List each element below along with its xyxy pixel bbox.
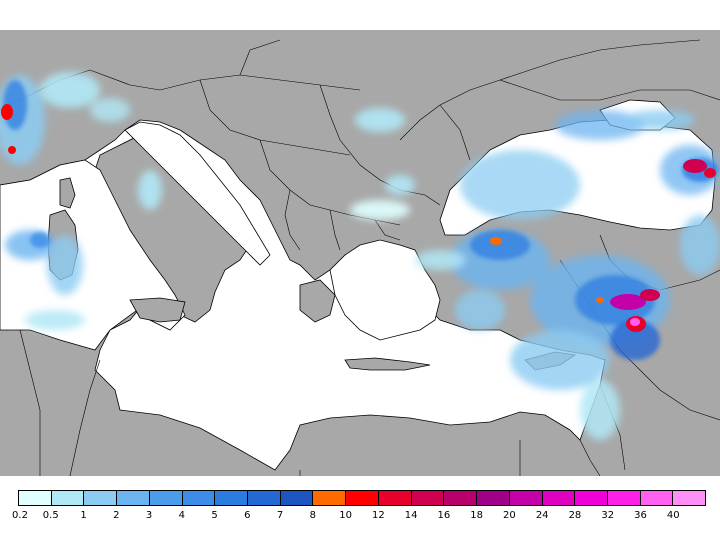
legend-tick-label: 14	[404, 510, 418, 521]
legend-tick-label: 32	[601, 510, 615, 521]
corsica-island	[59, 177, 76, 209]
legend-tick-label: 1	[80, 510, 87, 521]
legend-swatch	[477, 491, 510, 505]
legend-tick-label: 2	[113, 510, 120, 521]
crete-island	[344, 357, 431, 371]
legend-swatch	[673, 491, 706, 505]
aegean-sea	[329, 239, 441, 341]
legend-tick-label: 10	[339, 510, 352, 521]
legend-swatch	[346, 491, 379, 505]
legend-tick-label: 16	[437, 510, 451, 521]
legend-swatch	[378, 491, 412, 505]
legend-tick-label: 0.2	[12, 510, 28, 521]
legend-swatch	[117, 491, 150, 505]
precip-heavy	[1, 104, 716, 332]
legend-tick-label: 20	[503, 510, 516, 521]
legend-tick-label: 18	[470, 510, 484, 521]
legend-swatch	[411, 491, 445, 505]
legend-swatch	[280, 491, 314, 505]
legend-labels: 0.2 0.5 1 2 3 4 5 6 7 8 10 12 14 16 18 20 24 28 32 36 40	[12, 510, 706, 524]
legend-swatch	[215, 491, 249, 505]
legend-tick-label: 12	[372, 510, 385, 521]
precipitation-map	[0, 30, 720, 476]
legend-swatch	[542, 491, 576, 505]
legend-tick-label: 28	[568, 510, 582, 521]
legend-tick-label: 8	[309, 510, 317, 521]
legend-swatch	[182, 491, 216, 505]
legend-tick-label: 3	[145, 510, 153, 521]
color-legend: 0.2 0.5 1 2 3 4 5 6 7 8 10 12 14 16 18 20 24 28 32 36 40	[12, 490, 706, 530]
legend-swatch	[640, 491, 674, 505]
legend-swatch	[509, 491, 543, 505]
sicily-island	[129, 297, 186, 323]
adriatic-sea	[124, 121, 271, 266]
legend-tick-label: 7	[276, 510, 284, 521]
country-borders	[0, 39, 720, 476]
legend-swatch	[149, 491, 183, 505]
legend-color-bar	[18, 490, 706, 506]
legend-swatch	[248, 491, 281, 505]
map-canvas	[0, 30, 720, 476]
legend-tick-label: 5	[211, 510, 218, 521]
legend-tick-label: 4	[178, 510, 185, 521]
legend-swatch	[575, 491, 608, 505]
legend-tick-label: 24	[535, 510, 549, 521]
legend-swatch	[607, 491, 641, 505]
legend-tick-label: 40	[666, 510, 680, 521]
legend-swatch	[51, 491, 85, 505]
legend-swatch	[19, 491, 52, 505]
legend-tick-label: 0.5	[42, 510, 59, 521]
legend-swatch	[84, 491, 118, 505]
legend-tick-label: 36	[634, 510, 647, 521]
legend-tick-label: 6	[244, 510, 251, 521]
legend-swatch	[444, 491, 478, 505]
peloponnese	[299, 279, 336, 323]
legend-swatch	[313, 491, 347, 505]
